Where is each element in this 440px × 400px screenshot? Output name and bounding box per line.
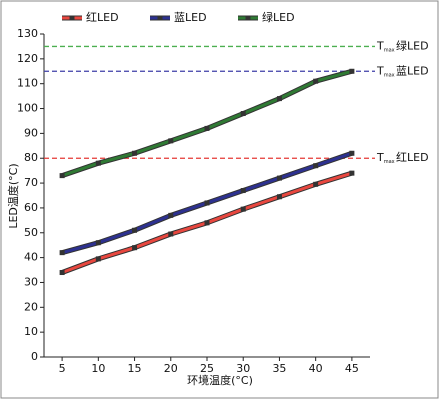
symbol-sub: max — [384, 159, 395, 165]
point — [313, 163, 319, 169]
y-tick-label: 40 — [24, 251, 38, 264]
point — [349, 68, 355, 74]
point — [204, 125, 210, 131]
point — [132, 245, 138, 251]
point — [95, 240, 101, 246]
point — [240, 188, 246, 194]
threshold-symbol: Tmax — [376, 64, 395, 78]
legend-marker — [157, 15, 163, 21]
symbol-main: T — [376, 39, 384, 52]
y-tick-label: 80 — [24, 151, 38, 164]
x-tick-label: 15 — [128, 362, 142, 375]
x-tick-label: 20 — [164, 362, 178, 375]
point — [240, 111, 246, 117]
point — [168, 231, 174, 237]
y-axis-label: LED温度(°C) — [6, 163, 20, 228]
point — [313, 181, 319, 187]
x-tick-label: 35 — [272, 362, 286, 375]
y-tick-label: 10 — [24, 325, 38, 338]
x-tick-label: 10 — [91, 362, 105, 375]
symbol-main: T — [376, 64, 384, 77]
x-tick-label: 25 — [200, 362, 214, 375]
point — [204, 200, 210, 206]
y-tick-label: 20 — [24, 300, 38, 313]
threshold-label: 红LED — [396, 151, 429, 164]
threshold-symbol: Tmax — [376, 39, 395, 53]
x-tick-label: 5 — [59, 362, 66, 375]
legend-marker — [69, 15, 75, 21]
point — [240, 206, 246, 212]
symbol-sub: max — [384, 47, 395, 53]
symbol-sub: max — [384, 72, 395, 78]
point — [59, 173, 65, 179]
point — [168, 138, 174, 144]
threshold-label: 绿LED — [396, 38, 429, 52]
symbol-main: T — [376, 151, 384, 164]
point — [276, 96, 282, 102]
point — [59, 270, 65, 276]
y-tick-label: 0 — [31, 350, 38, 363]
point — [168, 212, 174, 218]
point — [276, 194, 282, 200]
point — [313, 78, 319, 84]
legend-label: 绿LED — [262, 10, 295, 24]
y-tick-label: 100 — [17, 102, 38, 115]
point — [349, 170, 355, 176]
y-tick-label: 60 — [24, 201, 38, 214]
point — [132, 150, 138, 156]
threshold-symbol: Tmax — [376, 151, 395, 165]
y-tick-label: 120 — [17, 52, 38, 65]
y-tick-label: 50 — [24, 226, 38, 239]
y-tick-label: 70 — [24, 176, 38, 189]
x-tick-label: 30 — [236, 362, 250, 375]
point — [349, 150, 355, 156]
x-axis-label: 环境温度(°C) — [187, 373, 253, 387]
y-tick-label: 130 — [17, 27, 38, 40]
x-tick-label: 40 — [309, 362, 323, 375]
legend-label: 蓝LED — [174, 11, 207, 24]
threshold-label: 蓝LED — [396, 64, 429, 77]
y-tick-label: 90 — [24, 126, 38, 139]
point — [59, 250, 65, 256]
y-tick-label: 30 — [24, 275, 38, 288]
point — [95, 160, 101, 166]
point — [132, 227, 138, 233]
point — [204, 220, 210, 226]
x-tick-label: 45 — [345, 362, 359, 375]
point — [276, 175, 282, 181]
legend-label: 红LED — [86, 11, 119, 24]
y-tick-label: 110 — [17, 77, 38, 90]
point — [95, 256, 101, 262]
legend-marker — [245, 15, 251, 21]
